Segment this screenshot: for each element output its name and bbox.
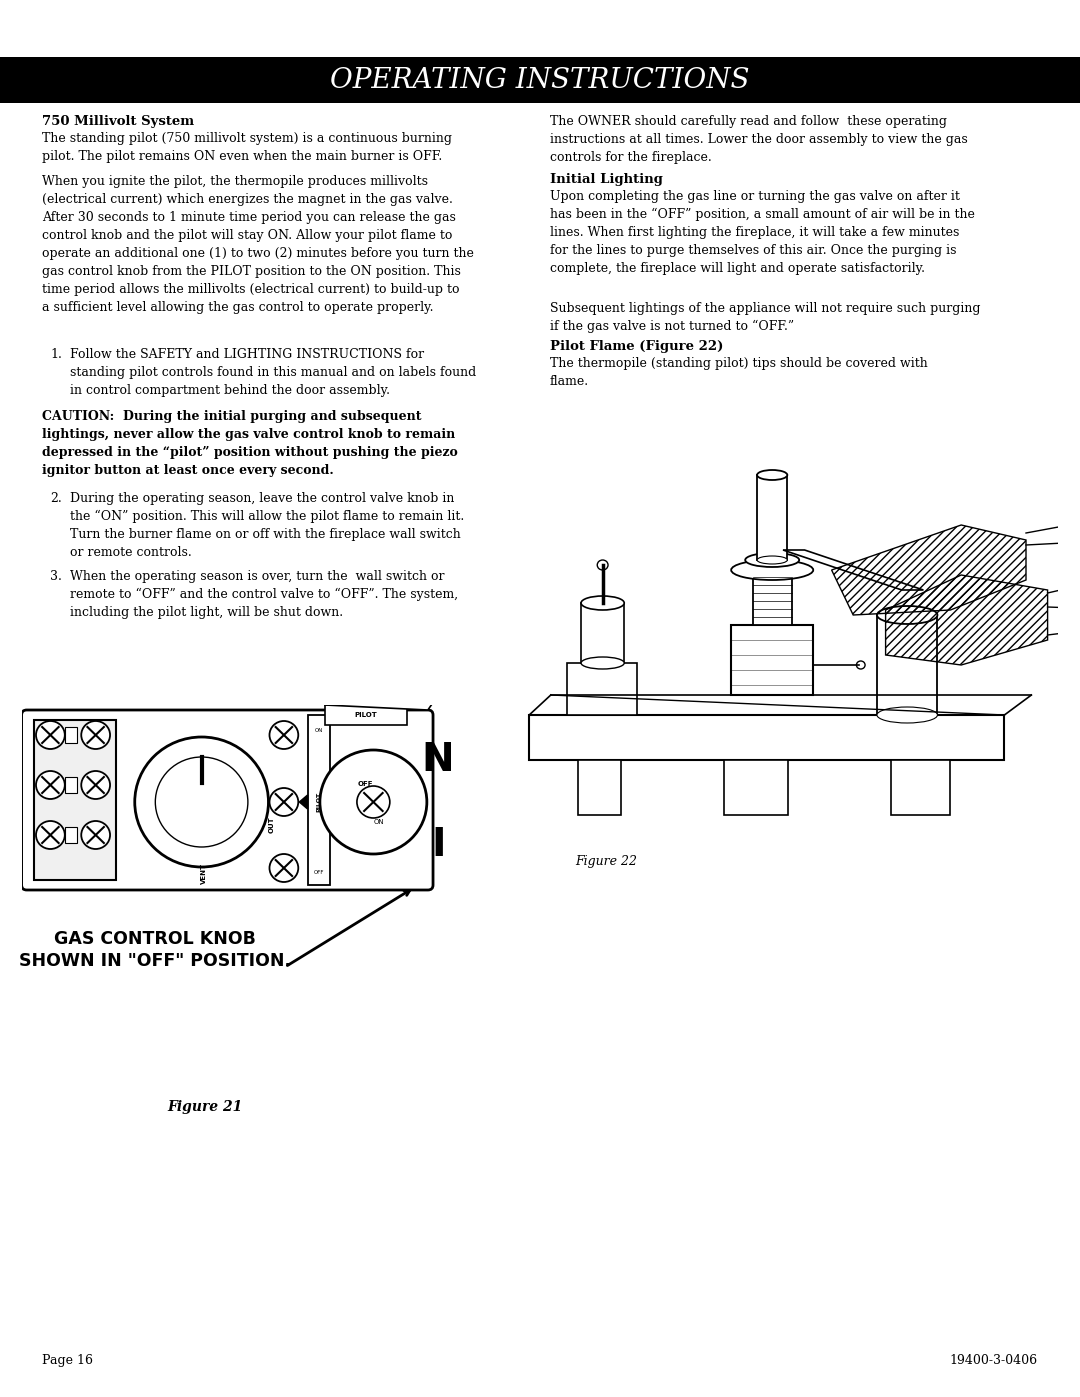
Ellipse shape bbox=[81, 721, 110, 749]
Text: ON: ON bbox=[374, 819, 383, 826]
Text: OFF: OFF bbox=[313, 870, 324, 876]
FancyBboxPatch shape bbox=[325, 705, 407, 725]
Text: 19400-3-0406: 19400-3-0406 bbox=[950, 1354, 1038, 1368]
Text: The thermopile (standing pilot) tips should be covered with
flame.: The thermopile (standing pilot) tips sho… bbox=[550, 358, 928, 388]
Text: The OWNER should carefully read and follow  these operating
instructions at all : The OWNER should carefully read and foll… bbox=[550, 115, 968, 163]
Ellipse shape bbox=[757, 556, 787, 564]
Ellipse shape bbox=[270, 854, 298, 882]
Ellipse shape bbox=[856, 661, 865, 669]
Text: 2.: 2. bbox=[50, 492, 62, 504]
Text: 750 Millivolt System: 750 Millivolt System bbox=[42, 115, 194, 129]
Ellipse shape bbox=[877, 606, 937, 624]
Text: Page 16: Page 16 bbox=[42, 1354, 93, 1368]
Text: OPERATING INSTRUCTIONS: OPERATING INSTRUCTIONS bbox=[330, 67, 750, 94]
Text: Figure 21: Figure 21 bbox=[167, 1099, 243, 1113]
Ellipse shape bbox=[36, 821, 65, 849]
Polygon shape bbox=[325, 680, 448, 710]
Bar bbox=[308, 715, 330, 886]
Text: Subsequent lightings of the appliance will not require such purging
if the gas v: Subsequent lightings of the appliance wi… bbox=[550, 302, 981, 334]
Text: The standing pilot (750 millivolt system) is a continuous burning
pilot. The pil: The standing pilot (750 millivolt system… bbox=[42, 131, 453, 163]
Ellipse shape bbox=[270, 788, 298, 816]
Text: 3.: 3. bbox=[50, 570, 62, 583]
Bar bbox=[65, 726, 77, 743]
Ellipse shape bbox=[731, 560, 813, 580]
Polygon shape bbox=[299, 795, 308, 809]
Ellipse shape bbox=[745, 553, 799, 567]
Ellipse shape bbox=[270, 721, 298, 749]
Text: GAS CONTROL KNOB
SHOWN IN "OFF" POSITION.: GAS CONTROL KNOB SHOWN IN "OFF" POSITION… bbox=[19, 930, 291, 970]
Ellipse shape bbox=[581, 597, 624, 610]
Text: Upon completing the gas line or turning the gas valve on after it
has been in th: Upon completing the gas line or turning … bbox=[550, 190, 975, 275]
Text: 1.: 1. bbox=[50, 348, 62, 360]
Text: When the operating season is over, turn the  wall switch or
remote to “OFF” and : When the operating season is over, turn … bbox=[70, 570, 458, 619]
Ellipse shape bbox=[81, 771, 110, 799]
Ellipse shape bbox=[581, 657, 624, 669]
Ellipse shape bbox=[36, 721, 65, 749]
Ellipse shape bbox=[757, 469, 787, 481]
Text: CAUTION:  During the initial purging and subsequent
lightings, never allow the g: CAUTION: During the initial purging and … bbox=[42, 409, 458, 476]
Text: OFF: OFF bbox=[357, 781, 373, 787]
Bar bbox=[877, 615, 937, 715]
Bar bbox=[581, 604, 624, 664]
Text: ON: ON bbox=[314, 728, 323, 732]
Ellipse shape bbox=[597, 560, 608, 570]
Text: OUT: OUT bbox=[269, 817, 274, 834]
Text: When you ignite the pilot, the thermopile produces millivolts
(electrical curren: When you ignite the pilot, the thermopil… bbox=[42, 175, 474, 314]
Bar bbox=[578, 760, 621, 814]
Ellipse shape bbox=[320, 750, 427, 854]
Bar bbox=[731, 624, 813, 694]
Bar bbox=[65, 777, 77, 793]
Text: Follow the SAFETY and LIGHTING INSTRUCTIONS for
standing pilot controls found in: Follow the SAFETY and LIGHTING INSTRUCTI… bbox=[70, 348, 476, 397]
Text: Pilot Flame (Figure 22): Pilot Flame (Figure 22) bbox=[550, 339, 724, 353]
Text: N: N bbox=[422, 740, 455, 780]
Bar bbox=[0, 57, 1080, 103]
Ellipse shape bbox=[36, 771, 65, 799]
Polygon shape bbox=[783, 550, 923, 590]
Bar bbox=[891, 760, 950, 814]
Text: PILOT: PILOT bbox=[316, 792, 322, 812]
Ellipse shape bbox=[156, 757, 248, 847]
Text: I: I bbox=[431, 826, 445, 863]
Bar bbox=[65, 827, 77, 842]
Bar bbox=[753, 570, 792, 624]
FancyBboxPatch shape bbox=[22, 710, 433, 890]
Ellipse shape bbox=[135, 738, 269, 868]
Ellipse shape bbox=[356, 787, 390, 819]
Text: Initial Lighting: Initial Lighting bbox=[550, 173, 663, 186]
Bar bbox=[529, 715, 1004, 760]
Text: PILOT: PILOT bbox=[355, 712, 378, 718]
Bar bbox=[757, 475, 787, 560]
Bar bbox=[33, 719, 117, 880]
Text: Figure 22: Figure 22 bbox=[575, 855, 637, 868]
Text: VENT: VENT bbox=[201, 863, 206, 884]
Ellipse shape bbox=[81, 821, 110, 849]
Ellipse shape bbox=[877, 707, 937, 724]
Bar bbox=[724, 760, 788, 814]
Text: During the operating season, leave the control valve knob in
the “ON” position. : During the operating season, leave the c… bbox=[70, 492, 464, 559]
Bar bbox=[567, 664, 637, 715]
